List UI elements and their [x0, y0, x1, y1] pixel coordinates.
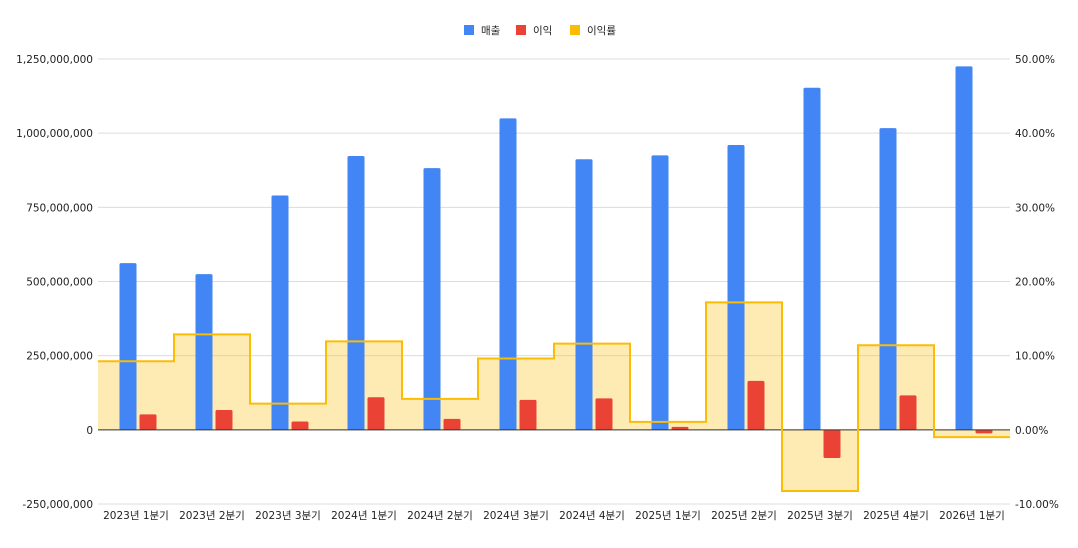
- x-axis-tick-label: 2023년 2분기: [179, 510, 245, 522]
- profit-bar: [367, 397, 385, 430]
- x-axis-tick-label: 2024년 3분기: [483, 510, 549, 522]
- x-axis-tick-label: 2025년 1분기: [635, 510, 701, 522]
- revenue-bar: [727, 145, 745, 430]
- legend-swatch: [464, 25, 474, 35]
- margin-step-line: [98, 301, 1010, 492]
- x-axis-tick-label: 2026년 1분기: [939, 510, 1005, 522]
- legend-swatch: [570, 25, 580, 35]
- left-axis-tick-label: 750,000,000: [26, 202, 93, 214]
- left-axis-tick-label: 1,250,000,000: [16, 54, 93, 66]
- profit-bar: [519, 399, 537, 430]
- profit-bar: [291, 421, 309, 430]
- revenue-bar: [955, 66, 973, 430]
- x-axis-tick-label: 2024년 1분기: [331, 510, 397, 522]
- revenue-bar: [195, 274, 213, 430]
- right-axis-tick-label: 40.00%: [1015, 128, 1055, 140]
- revenue-bar: [499, 118, 517, 430]
- revenue-bar: [347, 156, 365, 430]
- left-axis-tick-label: 250,000,000: [26, 351, 93, 363]
- revenue-bar: [119, 263, 137, 430]
- x-axis-tick-label: 2024년 4분기: [559, 510, 625, 522]
- left-axis-tick-label: 500,000,000: [26, 277, 93, 289]
- legend-label: 이익: [533, 25, 552, 37]
- profit-bar: [595, 398, 613, 430]
- revenue-bar: [879, 128, 897, 430]
- profit-bar: [823, 429, 841, 459]
- profit-bar: [139, 414, 157, 430]
- right-axis-tick-label: 0.00%: [1015, 425, 1048, 437]
- x-axis-tick-label: 2025년 3분기: [787, 510, 853, 522]
- legend-swatch: [516, 25, 526, 35]
- profit-bar: [975, 429, 993, 434]
- profit-bar: [215, 409, 233, 430]
- legend-label: 매출: [481, 25, 501, 37]
- revenue-bar: [803, 87, 821, 430]
- right-axis-tick-label: 20.00%: [1015, 277, 1055, 289]
- right-axis-tick-label: 30.00%: [1015, 202, 1055, 214]
- profit-bar: [747, 380, 765, 430]
- revenue-bar: [575, 159, 593, 430]
- profit-bar: [899, 395, 917, 430]
- revenue-bar: [651, 155, 669, 430]
- left-axis-tick-label: 0: [86, 425, 93, 437]
- profit-bar: [671, 426, 689, 430]
- revenue-bar: [271, 195, 289, 430]
- right-axis-tick-label: -10.00%: [1015, 499, 1059, 511]
- x-axis-tick-label: 2023년 1분기: [103, 510, 169, 522]
- x-axis-tick-label: 2023년 3분기: [255, 510, 321, 522]
- right-axis-tick-label: 10.00%: [1015, 351, 1055, 363]
- left-axis-tick-label: 1,000,000,000: [16, 128, 93, 140]
- x-axis-tick-label: 2024년 2분기: [407, 510, 473, 522]
- right-axis-tick-label: 50.00%: [1015, 54, 1055, 66]
- x-axis-tick-label: 2025년 2분기: [711, 510, 777, 522]
- legend-label: 이익률: [587, 25, 616, 37]
- revenue-bar: [423, 168, 441, 430]
- left-axis-tick-label: -250,000,000: [22, 499, 93, 511]
- margin-area-fill: [98, 302, 1010, 491]
- x-axis-tick-label: 2025년 4분기: [863, 510, 929, 522]
- profit-bar: [443, 418, 461, 430]
